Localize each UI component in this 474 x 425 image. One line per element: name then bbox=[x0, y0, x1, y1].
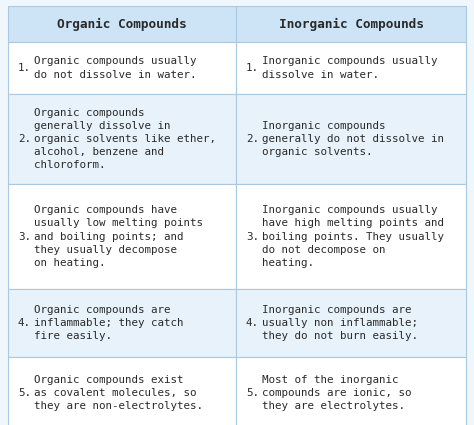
Text: Inorganic compounds
generally do not dissolve in
organic solvents.: Inorganic compounds generally do not dis… bbox=[262, 121, 444, 157]
Text: 4.: 4. bbox=[18, 318, 31, 328]
Text: Organic compounds have
usually low melting points
and boiling points; and
they u: Organic compounds have usually low melti… bbox=[34, 205, 203, 268]
Text: Inorganic compounds are
usually non inflammable;
they do not burn easily.: Inorganic compounds are usually non infl… bbox=[262, 305, 418, 341]
Text: 3.: 3. bbox=[246, 232, 259, 241]
Text: Organic compounds are
inflammable; they catch
fire easily.: Organic compounds are inflammable; they … bbox=[34, 305, 183, 341]
Text: Organic Compounds: Organic Compounds bbox=[57, 17, 187, 31]
Bar bbox=[8, 184, 236, 289]
Text: Inorganic compounds usually
have high melting points and
boiling points. They us: Inorganic compounds usually have high me… bbox=[262, 205, 444, 268]
Text: Organic compounds usually
do not dissolve in water.: Organic compounds usually do not dissolv… bbox=[34, 57, 197, 79]
Text: Inorganic compounds usually
dissolve in water.: Inorganic compounds usually dissolve in … bbox=[262, 57, 438, 79]
Bar bbox=[236, 6, 466, 42]
Text: 5.: 5. bbox=[18, 388, 31, 398]
Bar bbox=[236, 357, 466, 425]
Text: 2.: 2. bbox=[18, 134, 31, 144]
Text: Inorganic Compounds: Inorganic Compounds bbox=[279, 17, 423, 31]
Bar bbox=[236, 289, 466, 357]
Text: Organic compounds
generally dissolve in
organic solvents like ether,
alcohol, be: Organic compounds generally dissolve in … bbox=[34, 108, 216, 170]
Bar bbox=[8, 357, 236, 425]
Text: 3.: 3. bbox=[18, 232, 31, 241]
Bar bbox=[236, 42, 466, 94]
Bar bbox=[8, 6, 236, 42]
Text: Organic compounds exist
as covalent molecules, so
they are non-electrolytes.: Organic compounds exist as covalent mole… bbox=[34, 375, 203, 411]
Bar bbox=[8, 42, 236, 94]
Text: 2.: 2. bbox=[246, 134, 259, 144]
Bar bbox=[236, 184, 466, 289]
Text: 1.: 1. bbox=[246, 63, 259, 73]
Text: 5.: 5. bbox=[246, 388, 259, 398]
Bar bbox=[8, 289, 236, 357]
Text: Most of the inorganic
compounds are ionic, so
they are electrolytes.: Most of the inorganic compounds are ioni… bbox=[262, 375, 411, 411]
Text: 1.: 1. bbox=[18, 63, 31, 73]
Bar bbox=[8, 94, 236, 184]
Bar bbox=[236, 94, 466, 184]
Text: 4.: 4. bbox=[246, 318, 259, 328]
